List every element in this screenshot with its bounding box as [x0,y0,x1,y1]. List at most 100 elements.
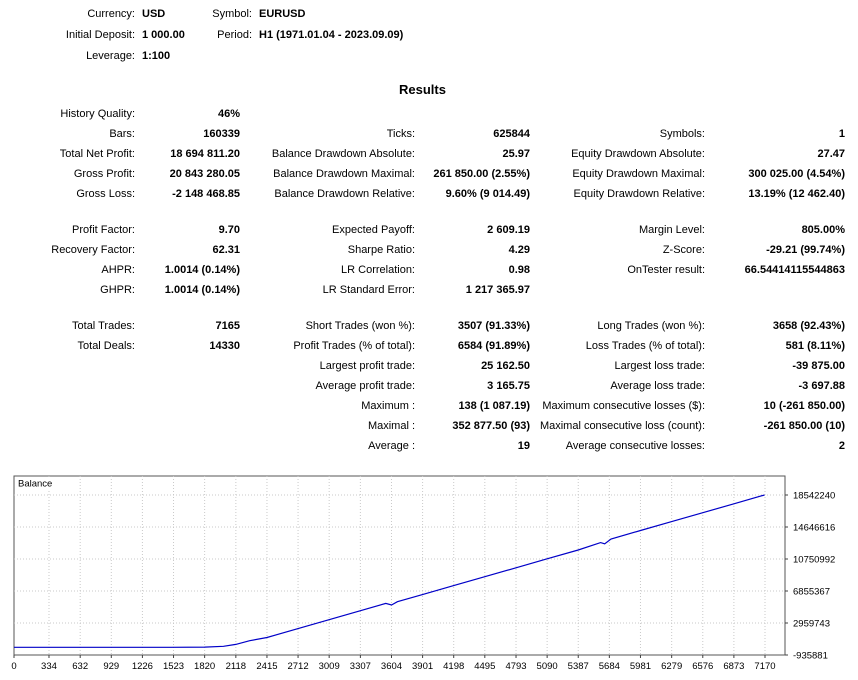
currency-label: Currency: [87,8,135,20]
stat-value: 2 [838,440,845,452]
stat-label [0,376,135,396]
stat-label: Gross Profit: [73,168,135,180]
x-tick-label: 4793 [505,661,526,672]
stat-value: 25 162.50 [481,360,530,372]
stat-label: History Quality: [60,108,135,120]
stat-label: Maximal : [367,420,415,432]
stat-value [135,416,240,436]
header-empty-cell [199,46,252,67]
stat-value: -261 850.00 (10) [763,420,845,432]
stat-label [0,396,135,416]
stat-value: 4.29 [508,244,530,256]
stat-value: 25.97 [502,148,530,160]
period-value: H1 (1971.01.04 - 2023.09.09) [259,29,404,41]
stat-value: 1.0014 (0.14%) [164,284,240,296]
stat-label: LR Correlation: [341,264,415,276]
x-tick-label: 2712 [287,661,308,672]
stat-label: Average loss trade: [610,380,705,392]
stat-label: Loss Trades (% of total): [585,340,705,352]
stat-value [135,436,240,456]
initial-deposit-value: 1 000.00 [142,29,185,41]
group-spacer [530,300,705,316]
stat-value: 2 609.19 [487,224,530,236]
stat-label [530,104,705,124]
stat-label: Maximum consecutive losses ($): [542,400,705,412]
stat-value: 46% [217,108,240,120]
stat-value: 352 877.50 (93) [452,420,530,432]
stat-value: 66.54414115544863 [744,264,845,276]
stat-value: 1 [838,128,845,140]
x-tick-label: 1820 [194,661,215,672]
stat-label: Average consecutive losses: [565,440,705,452]
x-tick-label: 7170 [754,661,775,672]
stat-label: Ticks: [386,128,415,140]
stat-label: LR Standard Error: [322,284,415,296]
header-empty-cell [259,46,403,67]
stat-value: 27.47 [817,148,845,160]
stat-label: Maximum : [361,400,415,412]
stat-value [705,280,845,300]
group-spacer [135,204,240,220]
stat-value: 13.19% (12 462.40) [748,188,845,200]
stat-label: Balance Drawdown Relative: [274,188,415,200]
stat-value: -2 148 468.85 [172,188,240,200]
x-tick-label: 929 [103,661,119,672]
initial-deposit-label: Initial Deposit: [65,29,135,41]
stat-label: Margin Level: [638,224,705,236]
stat-value: 581 (8.11%) [785,340,845,352]
currency-value: USD [142,8,166,20]
group-spacer [240,300,415,316]
balance-chart-section: 0 334 632 929 1226 1523 1820 2118 2415 2712 3009 33… [0,470,858,680]
stat-value: 6584 (91.89%) [457,340,530,352]
chart-title: Balance [18,479,52,490]
x-tick-label: 6576 [692,661,713,672]
stat-label: Equity Drawdown Absolute: [571,148,705,160]
stat-label [530,280,705,300]
y-tick-label: 10750992 [793,555,835,566]
group-spacer [415,300,530,316]
stat-value [135,396,240,416]
stat-label: Gross Loss: [76,188,135,200]
stat-value: 300 025.00 (4.54%) [748,168,845,180]
stat-label: Total Deals: [77,340,135,352]
stat-label: Average : [368,440,415,452]
stat-label: Equity Drawdown Maximal: [572,168,705,180]
x-tick-label: 1523 [163,661,184,672]
stat-label: Largest loss trade: [614,360,706,372]
stat-label: Largest profit trade: [319,360,415,372]
stat-label: Long Trades (won %): [597,320,705,332]
stat-label: Expected Payoff: [332,224,415,236]
stat-value: 62.31 [212,244,240,256]
stat-label [0,416,135,436]
stat-value: 1.0014 (0.14%) [164,264,240,276]
group-spacer [705,204,845,220]
x-tick-label: 334 [41,661,57,672]
symbol-label: Symbol: [212,8,252,20]
x-tick-label: 0 [11,661,16,672]
stat-value [415,104,530,124]
stat-value: 160339 [203,128,240,140]
stat-label: Balance Drawdown Maximal: [273,168,415,180]
stat-value [135,376,240,396]
y-tick-label: 14646616 [793,523,835,534]
x-tick-label: 5387 [568,661,589,672]
stat-value: 19 [517,440,530,452]
y-tick-label: 18542240 [793,491,835,502]
x-tick-label: 5981 [630,661,651,672]
stat-label: Total Net Profit: [59,148,135,160]
report-header: Currency: USD Symbol: EURUSD Initial Dep… [0,4,403,67]
stat-value: 261 850.00 (2.55%) [433,168,530,180]
stat-value: 18 694 811.20 [170,148,240,160]
group-spacer [705,300,845,316]
stat-value: -29.21 (99.74%) [766,244,845,256]
stat-value: 10 (-261 850.00) [763,400,845,412]
leverage-label: Leverage: [86,50,135,62]
stat-value [705,104,845,124]
x-tick-label: 5090 [537,661,558,672]
x-tick-label: 2118 [226,661,246,672]
group-spacer [240,204,415,220]
stat-label: Profit Factor: [72,224,135,236]
stat-label [0,356,135,376]
group-spacer [415,204,530,220]
symbol-value: EURUSD [259,8,306,20]
